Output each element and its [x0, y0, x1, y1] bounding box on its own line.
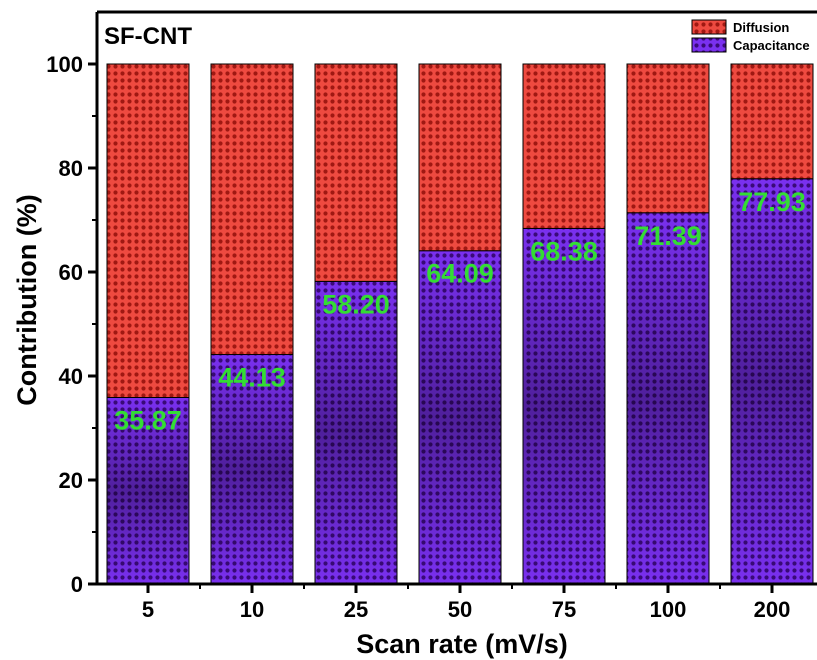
legend-label-diffusion: Diffusion — [733, 20, 789, 35]
legend: Diffusion Capacitance — [691, 19, 810, 53]
y-axis-label: Contribution (%) — [12, 194, 42, 405]
x-tick-group: 5 10 25 50 75 100 200 — [142, 584, 790, 622]
chart-title: SF-CNT — [104, 23, 192, 50]
data-label-group: 35.87 44.13 58.20 64.09 68.38 71.39 77.93 — [114, 187, 806, 436]
y-tick-group: 0 20 40 60 80 100 — [46, 52, 97, 597]
data-label-50: 64.09 — [426, 259, 494, 289]
data-label-10: 44.13 — [218, 363, 286, 393]
y-tick-label-20: 20 — [59, 468, 83, 493]
x-tick-label-25: 25 — [344, 597, 368, 622]
bar-capacitance-shade-25 — [315, 281, 397, 584]
data-label-25: 58.20 — [322, 289, 390, 319]
bar-capacitance-shade-50 — [419, 250, 501, 584]
data-label-75: 68.38 — [530, 236, 598, 266]
x-tick-label-75: 75 — [552, 597, 576, 622]
bar-diffusion-10 — [210, 63, 294, 356]
x-tick-label-100: 100 — [650, 597, 687, 622]
y-tick-label-0: 0 — [71, 572, 83, 597]
x-tick-label-10: 10 — [240, 597, 264, 622]
x-axis-label: Scan rate (mV/s) — [356, 629, 568, 659]
bar-diffusion-5 — [106, 63, 190, 398]
x-tick-label-50: 50 — [448, 597, 472, 622]
x-tick-label-200: 200 — [754, 597, 791, 622]
y-tick-label-100: 100 — [46, 52, 83, 77]
bar-capacitance-shade-5 — [107, 397, 189, 584]
legend-swatch-diffusion — [691, 19, 727, 35]
y-tick-label-80: 80 — [59, 156, 83, 181]
bar-diffusion-75 — [522, 63, 606, 229]
bar-diffusion-25 — [314, 63, 398, 282]
bar-group — [106, 63, 814, 585]
legend-swatch-capacitance — [691, 37, 727, 53]
data-label-5: 35.87 — [114, 405, 182, 435]
data-label-200: 77.93 — [738, 187, 806, 217]
bar-capacitance-shade-10 — [211, 354, 293, 584]
x-tick-label-5: 5 — [142, 597, 154, 622]
bar-capacitance-shade-75 — [523, 228, 605, 584]
bar-diffusion-50 — [418, 63, 502, 252]
bar-capacitance-shade-100 — [627, 212, 709, 584]
bar-capacitance-shade-200 — [731, 178, 813, 585]
y-tick-label-60: 60 — [59, 260, 83, 285]
bar-diffusion-200 — [730, 63, 814, 180]
legend-label-capacitance: Capacitance — [733, 38, 810, 53]
data-label-100: 71.39 — [634, 221, 702, 251]
bar-diffusion-100 — [626, 63, 710, 214]
y-tick-label-40: 40 — [59, 364, 83, 389]
